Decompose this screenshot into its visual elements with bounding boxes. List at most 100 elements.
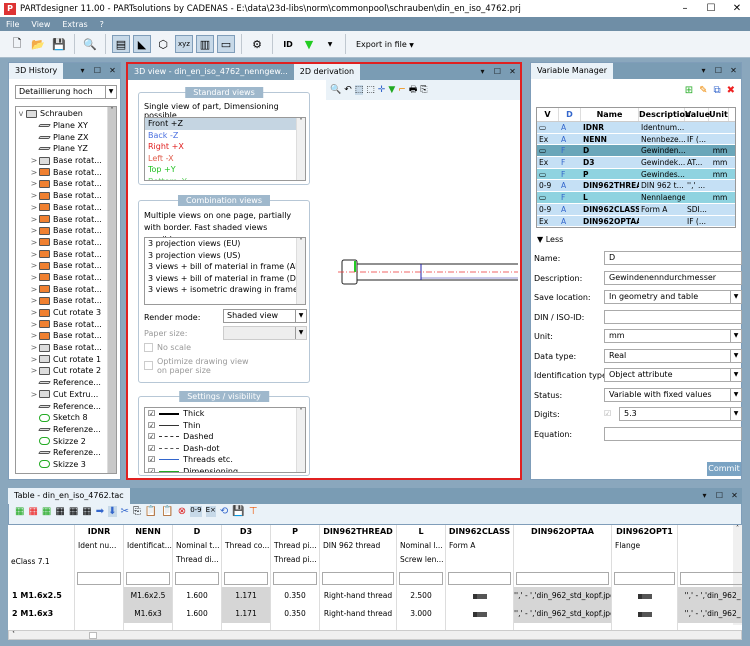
- table-cell[interactable]: Right-hand thread: [323, 591, 393, 600]
- chevron-down-icon[interactable]: ▼: [327, 40, 333, 48]
- tree-item[interactable]: > Cut rotate 3: [16, 307, 116, 319]
- scrollbar[interactable]: ˄: [296, 238, 305, 304]
- digits-checkbox[interactable]: ☑: [604, 409, 612, 418]
- close-icon[interactable]: ✕: [509, 67, 516, 76]
- maximize-icon[interactable]: ☐: [714, 66, 723, 75]
- column-filter-input[interactable]: [224, 572, 268, 585]
- chevron-down-icon[interactable]: ▼: [730, 388, 741, 401]
- identification-type-field[interactable]: Object attribute ▼: [604, 368, 742, 382]
- tab-variable-manager[interactable]: Variable Manager: [531, 63, 613, 79]
- open-folder-icon[interactable]: 📂: [31, 37, 45, 51]
- status-field[interactable]: Variable with fixed values ▼: [604, 387, 742, 402]
- expand-icon[interactable]: >: [30, 284, 38, 294]
- dropdown-icon[interactable]: ▾: [702, 491, 707, 500]
- column-header[interactable]: P: [292, 527, 298, 536]
- search-icon[interactable]: 🔍: [83, 37, 97, 51]
- green-triangle-icon[interactable]: ▼: [304, 37, 314, 51]
- variable-row[interactable]: Ex A NENN Nennbeze... IF (...: [537, 133, 735, 146]
- table-cell[interactable]: [75, 587, 123, 605]
- expand-icon[interactable]: v: [18, 109, 24, 119]
- table-cell[interactable]: 0.350: [284, 591, 306, 600]
- dropdown-icon[interactable]: ▾: [480, 67, 485, 76]
- zoom-icon[interactable]: 🔍: [330, 85, 342, 95]
- paper-size-select[interactable]: ▼: [223, 326, 307, 340]
- tree-item[interactable]: Referenze...: [16, 447, 116, 459]
- table-cell[interactable]: '',' - ','din_962_std_kopf.jpg': [514, 605, 611, 623]
- checkbox-checked-icon[interactable]: ☑: [148, 432, 156, 441]
- save-icon[interactable]: 💾: [52, 37, 66, 51]
- table-cell[interactable]: [75, 605, 123, 623]
- digits-field[interactable]: 5.3 ▼: [619, 407, 742, 421]
- column-header[interactable]: V: [537, 108, 559, 121]
- table-cell[interactable]: M1.6x3: [124, 605, 172, 623]
- zoom-fit-icon[interactable]: ⬚: [366, 85, 375, 95]
- sketch-icon[interactable]: ⬡: [158, 37, 168, 51]
- table-vscrollbar[interactable]: ˄: [733, 525, 742, 625]
- table-cell[interactable]: [612, 605, 677, 623]
- column-header[interactable]: IDNR: [87, 527, 111, 536]
- import-icon[interactable]: ⟲: [219, 506, 229, 517]
- checkbox-checked-icon[interactable]: ☑: [148, 443, 156, 453]
- row-label[interactable]: 1 M1.6x2.5: [12, 591, 62, 600]
- tree-item[interactable]: > Base rotat...: [16, 155, 116, 167]
- table-cell[interactable]: 0.350: [284, 609, 306, 618]
- chevron-down-icon[interactable]: ▼: [730, 349, 741, 362]
- expand-icon[interactable]: >: [30, 202, 38, 212]
- column-filter-input[interactable]: [322, 572, 394, 585]
- expand-icon[interactable]: >: [30, 191, 38, 201]
- tree-item[interactable]: > Base rotat...: [16, 213, 116, 225]
- copy-icon[interactable]: ⎘: [132, 506, 141, 517]
- combination-view-item[interactable]: 3 views + isometric drawing in frame (AN…: [148, 285, 305, 294]
- scrollbar[interactable]: ˄: [296, 118, 305, 180]
- setting-item[interactable]: ☑ Dimensioning: [145, 466, 305, 473]
- tree-item[interactable]: Reference...: [16, 377, 116, 389]
- close-icon[interactable]: ✕: [731, 491, 738, 500]
- chevron-down-icon[interactable]: ▼: [730, 408, 741, 420]
- history-panel-icon[interactable]: ▤: [112, 35, 130, 53]
- formula-icon[interactable]: ▦: [82, 506, 92, 517]
- dropdown-icon[interactable]: ▾: [80, 66, 85, 75]
- save-table-icon[interactable]: 💾: [232, 506, 245, 517]
- din-iso-id-field[interactable]: [604, 309, 742, 324]
- expand-icon[interactable]: >: [30, 331, 38, 341]
- setting-item[interactable]: ☑ Thin: [145, 420, 305, 432]
- render-mode-select[interactable]: Shaded view ▼: [223, 309, 307, 323]
- tab-2d-derivation[interactable]: 2D derivation: [293, 64, 361, 80]
- variable-row[interactable]: ▭ A IDNR Identnum...: [537, 122, 735, 134]
- column-header[interactable]: DIN962OPTAA: [531, 527, 594, 536]
- tree-item[interactable]: > Base rotat...: [16, 342, 116, 354]
- column-filter-input[interactable]: [77, 572, 121, 585]
- insert-row-icon[interactable]: ▦: [41, 506, 52, 517]
- table-hscrollbar[interactable]: ˂: [8, 630, 742, 640]
- standard-view-item[interactable]: Top +Y: [148, 165, 176, 174]
- part-view-icon[interactable]: ◣: [133, 35, 151, 53]
- expand-icon[interactable]: >: [30, 308, 38, 318]
- no-scale-checkbox[interactable]: No scale: [144, 343, 191, 352]
- chevron-down-icon[interactable]: ▼: [730, 291, 741, 303]
- column-filter-input[interactable]: [126, 572, 170, 585]
- expand-icon[interactable]: >: [30, 226, 38, 236]
- chevron-down-icon[interactable]: ▼: [730, 330, 741, 342]
- delete-row-icon[interactable]: ▦: [28, 506, 38, 517]
- expression-icon[interactable]: E×: [205, 506, 216, 517]
- maximize-button[interactable]: ☐: [706, 3, 716, 14]
- less-toggle[interactable]: ▼ Less: [537, 235, 564, 244]
- tree-item[interactable]: Sketch 8: [16, 412, 116, 424]
- tree-item[interactable]: Referenze...: [16, 424, 116, 436]
- new-file-icon[interactable]: 🗋: [12, 36, 22, 50]
- maximize-icon[interactable]: ☐: [93, 66, 102, 75]
- chevron-down-icon[interactable]: ▼: [730, 369, 741, 381]
- variable-row[interactable]: 0-9 A DIN962CLASS Form A SDI...: [537, 203, 735, 216]
- tree-item[interactable]: Reference...: [16, 400, 116, 412]
- column-header[interactable]: DIN962THREAD: [323, 527, 393, 536]
- export-icon[interactable]: ⎘: [420, 85, 428, 95]
- tree-item[interactable]: > Base rotat...: [16, 202, 116, 214]
- tree-item[interactable]: > Base rotat...: [16, 295, 116, 307]
- menu-extras[interactable]: Extras: [62, 19, 88, 29]
- range-icon[interactable]: 0-9: [190, 506, 202, 517]
- combination-view-item[interactable]: 3 views + bill of material in frame (DIN…: [148, 273, 306, 283]
- table-cell[interactable]: Right-hand thread: [323, 609, 393, 618]
- column-filter-input[interactable]: [614, 572, 675, 585]
- name-field[interactable]: D: [604, 251, 742, 265]
